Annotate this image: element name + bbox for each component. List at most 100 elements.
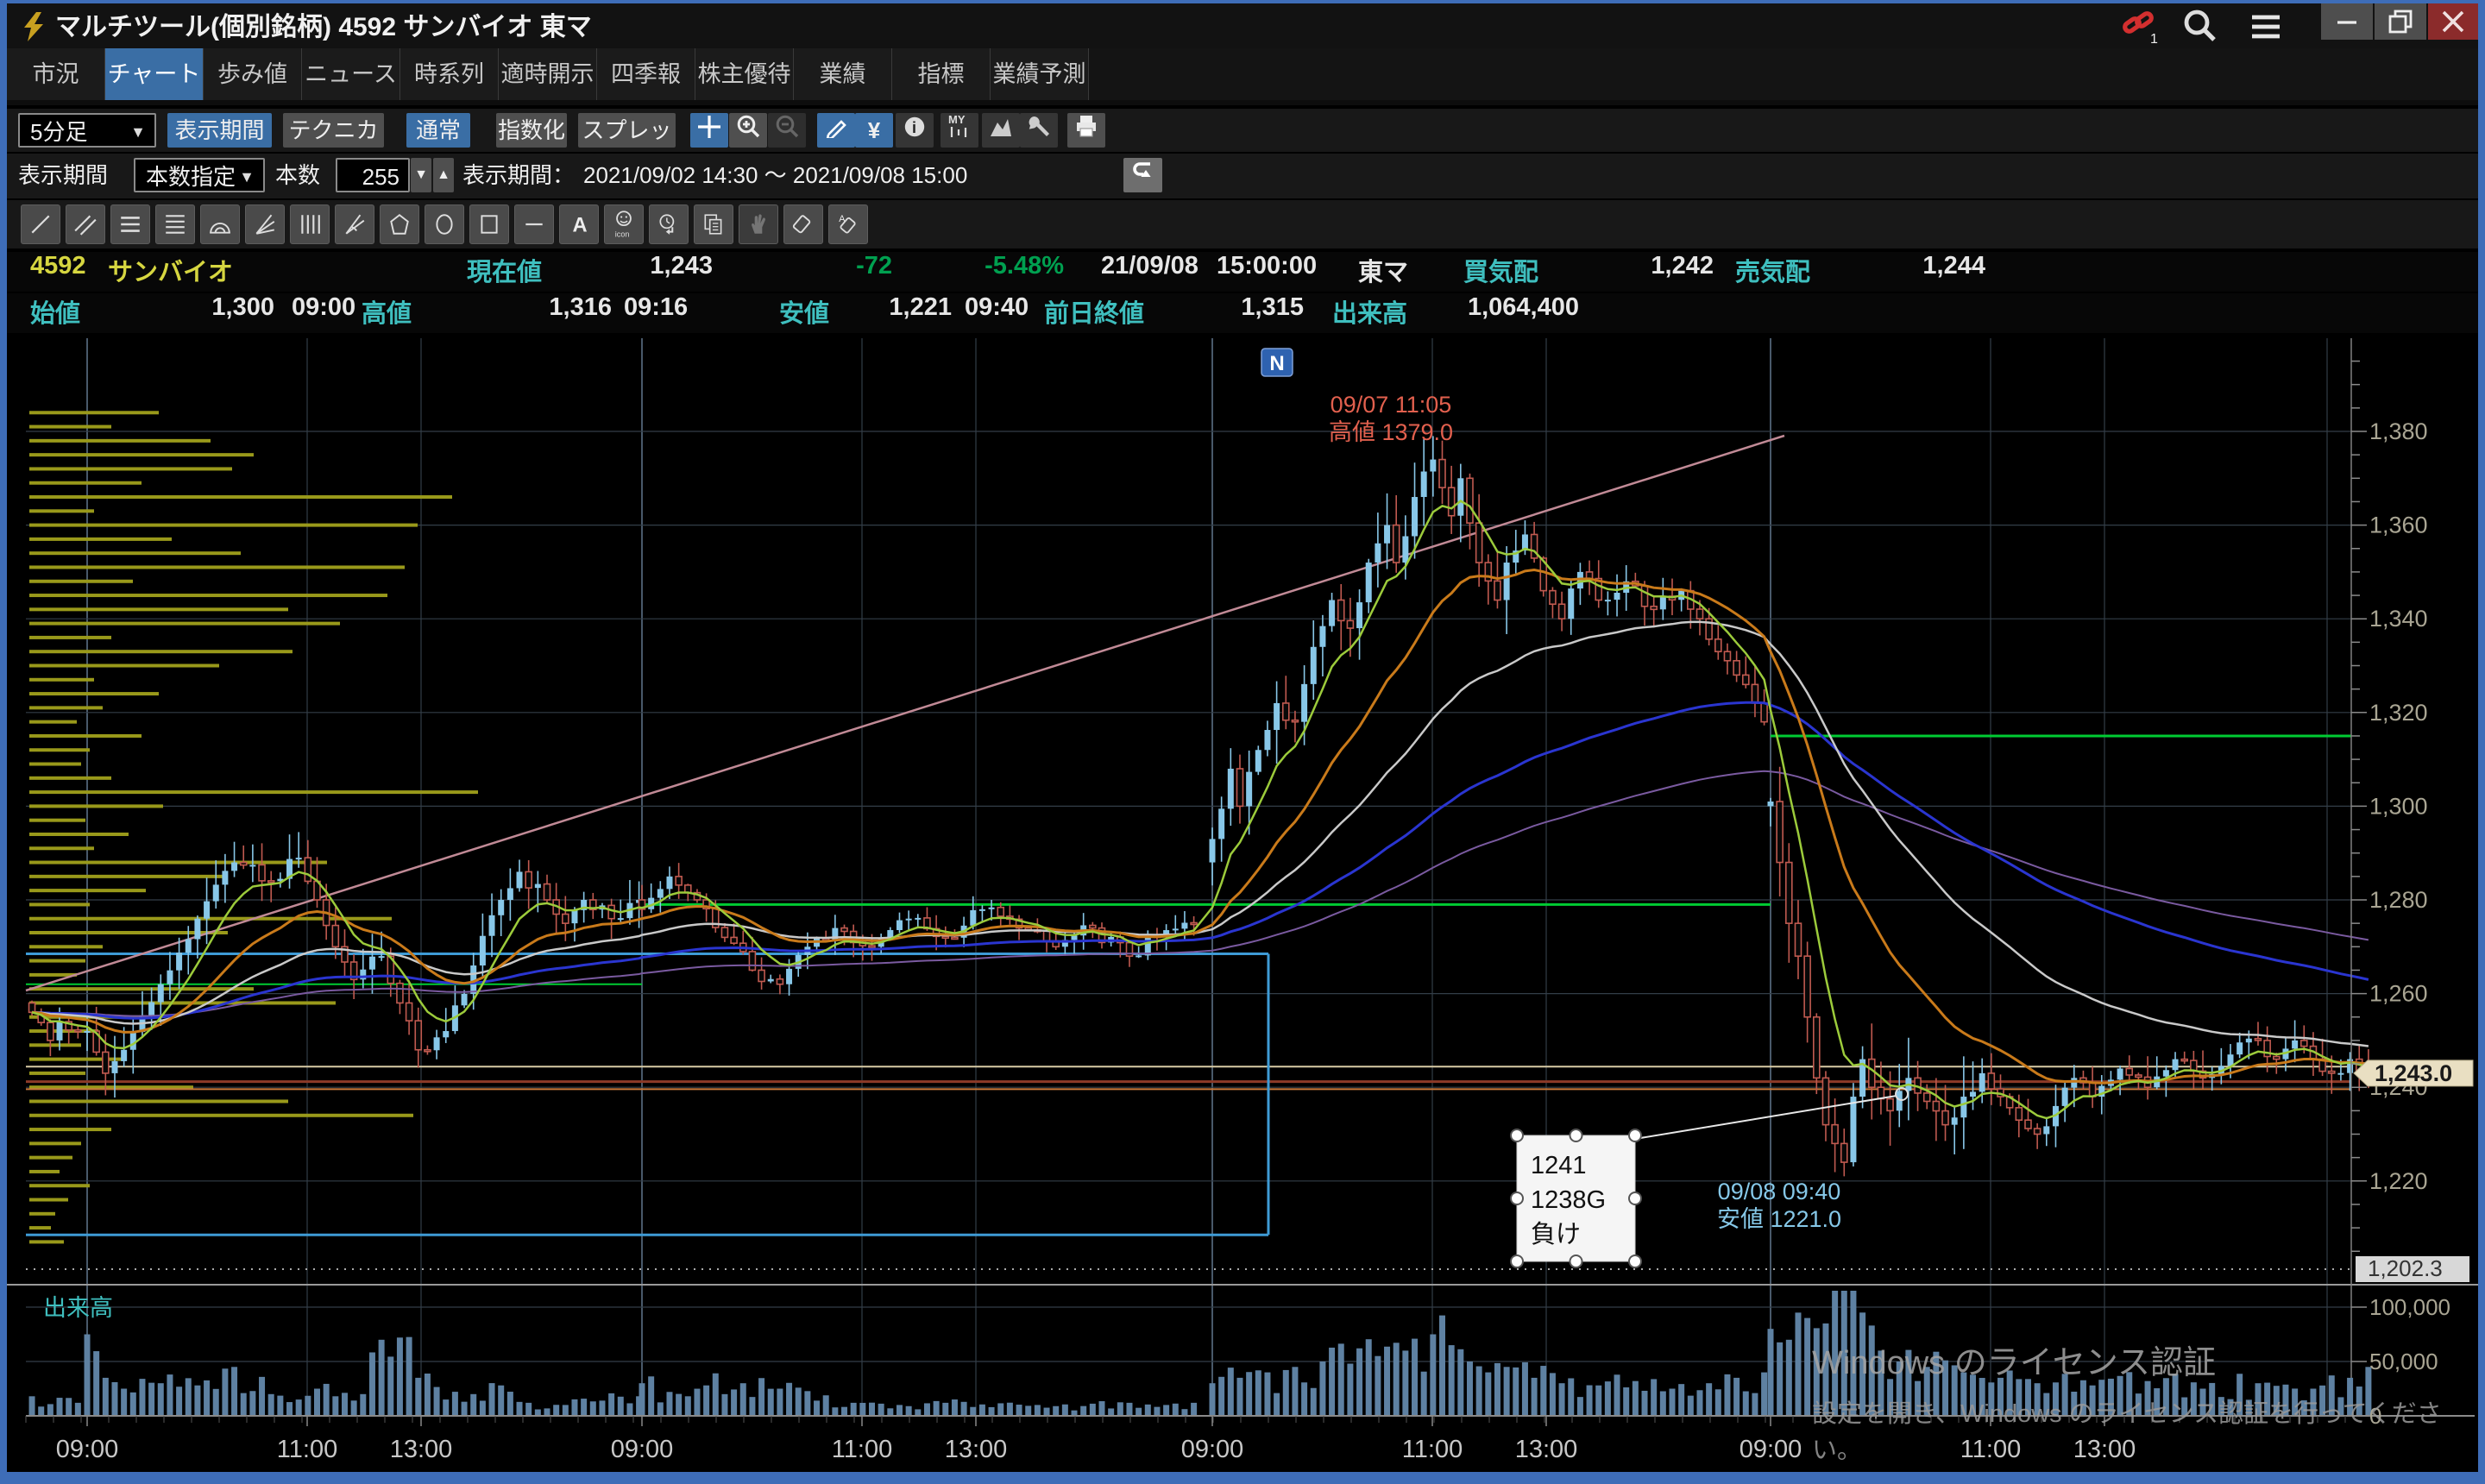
svg-text:i: i: [912, 119, 916, 136]
normal-button[interactable]: 通常: [406, 113, 470, 148]
tab-shikiho[interactable]: 四季報: [597, 48, 695, 100]
tab-earnings-forecast[interactable]: 業績予測: [991, 48, 1089, 100]
angle-rays-tool-icon[interactable]: [335, 204, 374, 244]
info-button[interactable]: i: [896, 113, 934, 148]
print-button[interactable]: [1067, 113, 1105, 148]
price-label: 現在値: [467, 259, 543, 286]
spread-button[interactable]: スプレッド: [578, 113, 676, 178]
ask-price: 1,244: [1922, 252, 1985, 280]
price-axis: 1,380 1,360 1,340 1,320 1,300 1,280 1,260 1,240…: [2350, 338, 2474, 1416]
rectangle-tool-icon[interactable]: [469, 204, 509, 244]
chart-style-button[interactable]: [982, 113, 1020, 148]
selection-handle: [1628, 1129, 1642, 1142]
selection-handle: [1569, 1254, 1583, 1268]
restore-button[interactable]: [2375, 3, 2426, 40]
stock-name: サンバイオ: [108, 259, 234, 286]
hline-tool-icon[interactable]: [514, 204, 554, 244]
time-axis-label: 13:00: [390, 1436, 453, 1463]
note-box: 1241 1238G 負け: [1510, 1087, 1909, 1268]
reset-period-button[interactable]: [1123, 158, 1162, 192]
time-axis-label: 09:00: [1740, 1436, 1802, 1463]
volume-axis-label: 100,000: [2369, 1294, 2450, 1320]
link-icon[interactable]: 1: [2119, 9, 2161, 49]
eraser-tool-icon[interactable]: [783, 204, 823, 244]
count-increment-button[interactable]: ▲: [433, 158, 454, 192]
time-axis-label: 11:00: [1402, 1436, 1463, 1463]
note-text: 負け: [1531, 1220, 1581, 1248]
open-time: 09:00: [292, 293, 356, 321]
indexed-button[interactable]: 指数化: [496, 113, 567, 148]
selection-handle: [1510, 1129, 1524, 1142]
icon-stamp-tool-icon[interactable]: icon: [604, 204, 644, 244]
erase-all-tool-icon[interactable]: A: [828, 204, 868, 244]
time-axis-label: 09:00: [611, 1436, 674, 1463]
time-axis-label: 11:00: [277, 1436, 337, 1463]
tab-chart[interactable]: チャート: [105, 48, 204, 100]
watermark-line1: Windows のライセンス認証: [1812, 1345, 2216, 1381]
display-period-button[interactable]: 表示期間: [167, 113, 272, 148]
pane-separator: [7, 1284, 2478, 1286]
yen-scale-button[interactable]: ¥: [855, 113, 893, 148]
selection-handle: [1569, 1129, 1583, 1142]
draw-pencil-button[interactable]: [817, 113, 855, 148]
quote-row-1: 4592 サンバイオ 現在値 1,243 -72 -5.48% 21/09/08…: [7, 252, 2478, 292]
ma-line-p45: [31, 620, 2369, 1047]
bid-label: 買気配: [1463, 259, 1539, 286]
close-button[interactable]: [2428, 3, 2478, 40]
crosshair-button[interactable]: [690, 113, 728, 148]
tab-indicators[interactable]: 指標: [892, 48, 991, 100]
high-time: 09:16: [624, 293, 689, 321]
hlines4-tool-icon[interactable]: [155, 204, 195, 244]
text-tool-icon[interactable]: A: [559, 204, 599, 244]
chart-overlays: 1,202.3: [7, 1255, 2478, 1286]
vlines-tool-icon[interactable]: [290, 204, 330, 244]
pentagon-tool-icon[interactable]: [380, 204, 419, 244]
high-annotation: 09/07 11:05: [1331, 392, 1452, 418]
ask-label: 売気配: [1735, 259, 1811, 286]
timeframe-dropdown[interactable]: 5分足 ▼: [18, 113, 156, 148]
settings-wrench-icon[interactable]: [1020, 113, 1058, 148]
note-text: 1241: [1531, 1152, 1587, 1179]
market-name: 東マ: [1358, 259, 1409, 286]
bar-count-input[interactable]: 255: [336, 158, 410, 192]
y-axis-label: 1,340: [2369, 606, 2428, 632]
volume-pane-label: 出来高: [43, 1295, 113, 1321]
window-border-bottom: [0, 1472, 2485, 1484]
fan-lines-tool-icon[interactable]: [245, 204, 285, 244]
copy-objects-tool-icon[interactable]: [694, 204, 733, 244]
time-marker-tool-icon[interactable]: [649, 204, 689, 244]
svg-text:MY: MY: [948, 113, 966, 126]
zoom-out-button: [768, 113, 806, 148]
count-decrement-button[interactable]: ▼: [411, 158, 431, 192]
prev-close-price: 1,315: [1241, 293, 1304, 321]
tab-earnings[interactable]: 業績: [794, 48, 892, 100]
technical-button[interactable]: テクニカル: [283, 113, 384, 178]
quote-date: 21/09/08: [1101, 252, 1198, 280]
minimize-button[interactable]: [2321, 3, 2373, 40]
tab-disclosure[interactable]: 適時開示: [499, 48, 597, 100]
tab-ticks[interactable]: 歩み値: [204, 48, 302, 100]
tab-shareholder-benefit[interactable]: 株主優待: [695, 48, 794, 100]
menu-icon[interactable]: [2247, 10, 2285, 47]
search-icon[interactable]: [2181, 9, 2219, 49]
tab-market[interactable]: 市況: [7, 48, 105, 100]
ellipse-tool-icon[interactable]: [425, 204, 464, 244]
hlines3-tool-icon[interactable]: [110, 204, 150, 244]
tab-timeseries[interactable]: 時系列: [400, 48, 499, 100]
y-axis-label: 1,240: [2369, 1074, 2428, 1100]
fib-arcs-tool-icon[interactable]: [200, 204, 240, 244]
app-lightning-icon: [21, 12, 48, 46]
my-chart-button[interactable]: MY: [941, 113, 978, 148]
level-tag: [2356, 1256, 2469, 1282]
note-text: 1238G: [1531, 1186, 1606, 1214]
moving-averages: [31, 499, 2369, 1120]
svg-text:A: A: [572, 215, 587, 236]
trendline-tool-icon[interactable]: [21, 204, 60, 244]
period-mode-dropdown[interactable]: 本数指定 ▼: [134, 158, 265, 192]
drawing-toolbar: A icon A: [7, 200, 2478, 248]
tab-news[interactable]: ニュース: [302, 48, 400, 100]
svg-text:A: A: [839, 214, 846, 224]
low-label: 安値: [779, 300, 830, 328]
zoom-in-button[interactable]: [729, 113, 767, 148]
parallel-lines-tool-icon[interactable]: [66, 204, 105, 244]
